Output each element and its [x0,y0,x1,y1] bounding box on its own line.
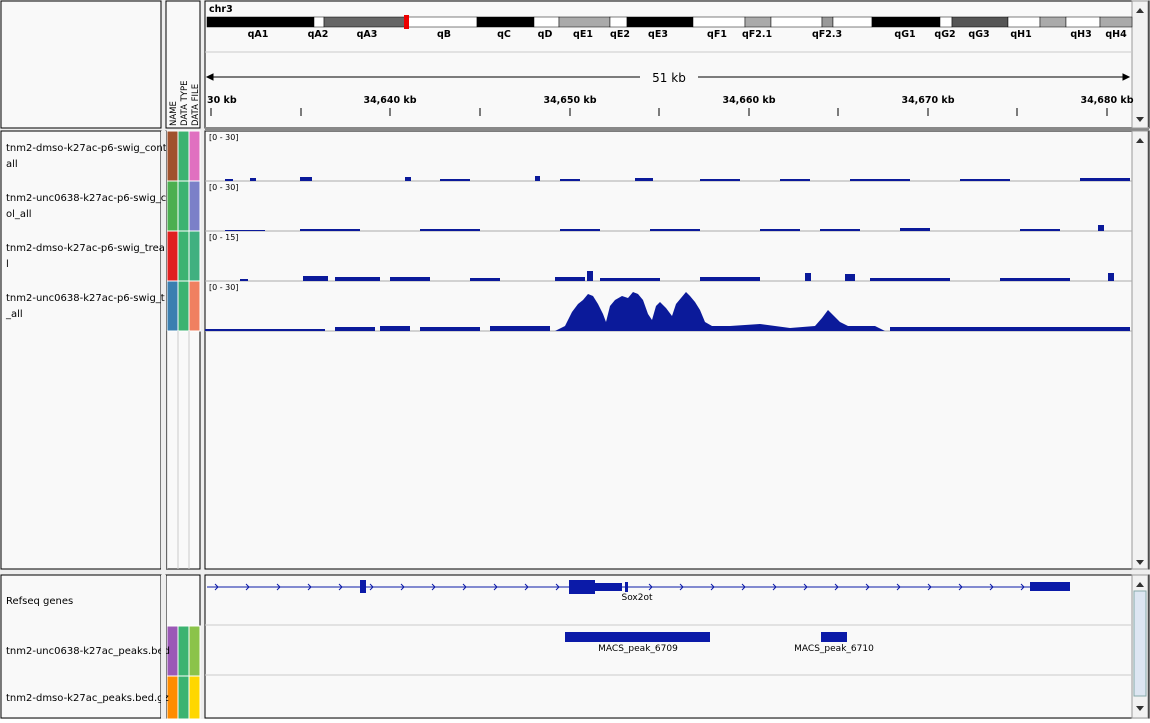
attribute-header[interactable]: DATA TYPE [180,81,190,126]
data-panel [204,130,1150,570]
cytoband-label: qH4 [1105,29,1127,40]
cytoband-label: qB [437,29,451,40]
attribute-header[interactable]: DATA FILE [191,84,201,126]
ruler-label: 34,650 kb [543,95,596,106]
scrollbar[interactable] [1131,130,1149,570]
cytoband-label: qE2 [610,29,630,40]
cytoband-label: qD [538,29,553,40]
cytoband-label: qF2.1 [742,29,772,40]
name-panel [0,130,162,570]
scroll-thumb[interactable] [1133,590,1147,697]
track-name[interactable]: l [6,259,9,270]
attribute-header[interactable]: NAME [169,101,179,126]
gene-model [207,580,1070,594]
cytoband-label: qG2 [934,29,955,40]
data-range: [0 - 30] [209,283,238,292]
feature-panel [204,574,1150,719]
cytoband-label: qA1 [248,29,269,40]
data-range: [0 - 15] [209,233,238,242]
cytoband-label: qA3 [357,29,378,40]
data-range: [0 - 30] [209,133,238,142]
name-header-panel [0,0,162,129]
track-name[interactable]: Refseq genes [6,596,73,607]
attribute-header-panel [165,0,201,129]
cytoband-label: qF1 [707,29,727,40]
ideogram [206,15,1133,29]
cytoband-label: qH1 [1010,29,1031,40]
ruler-label: 34,660 kb [722,95,775,106]
track-name[interactable]: tnm2-dmso-k27ac_peaks.bed.gz [6,693,169,704]
attribute-swatches [166,130,201,720]
cytoband-label: qG1 [894,29,915,40]
cytoband-label: qC [497,29,511,40]
ruler-label: 34,680 kb [1080,95,1133,106]
track-name[interactable]: tnm2-unc0638-k27ac_peaks.bed [6,646,170,657]
cytoband-label: qE1 [573,29,593,40]
track-name[interactable]: tnm2-unc0638-k27ac-p6-swig_c [6,193,166,204]
cytoband-label: qF2.3 [812,29,842,40]
track-name[interactable]: ol_all [6,209,32,220]
track-name[interactable]: tnm2-dmso-k27ac-p6-swig_cont [6,143,167,154]
track-name[interactable]: tnm2-unc0638-k27ac-p6-swig_t [6,293,165,304]
feature-label: MACS_peak_6710 [794,644,874,654]
peak [821,632,847,642]
ruler-label: 34,640 kb [363,95,416,106]
feature-label: MACS_peak_6709 [598,644,678,654]
track-name[interactable]: all [6,159,18,170]
track-name[interactable]: _all [5,309,23,320]
cytoband-label: qE3 [648,29,668,40]
peak [565,632,710,642]
track-name[interactable]: tnm2-dmso-k27ac-p6-swig_trea [6,243,165,254]
coverage [205,176,1130,331]
cytoband-label: qG3 [968,29,989,40]
chromosome-name: chr3 [209,4,233,15]
scrollbar[interactable] [1131,0,1149,129]
ruler-label: 34,670 kb [901,95,954,106]
cytoband-label: qH3 [1070,29,1091,40]
cytoband-label: qA2 [308,29,329,40]
data-range: [0 - 30] [209,183,238,192]
feature-label: Sox2ot [621,593,653,603]
span-label: 51 kb [652,71,686,85]
ruler-label: 30 kb [207,95,237,106]
feature-name-panel [0,574,162,719]
